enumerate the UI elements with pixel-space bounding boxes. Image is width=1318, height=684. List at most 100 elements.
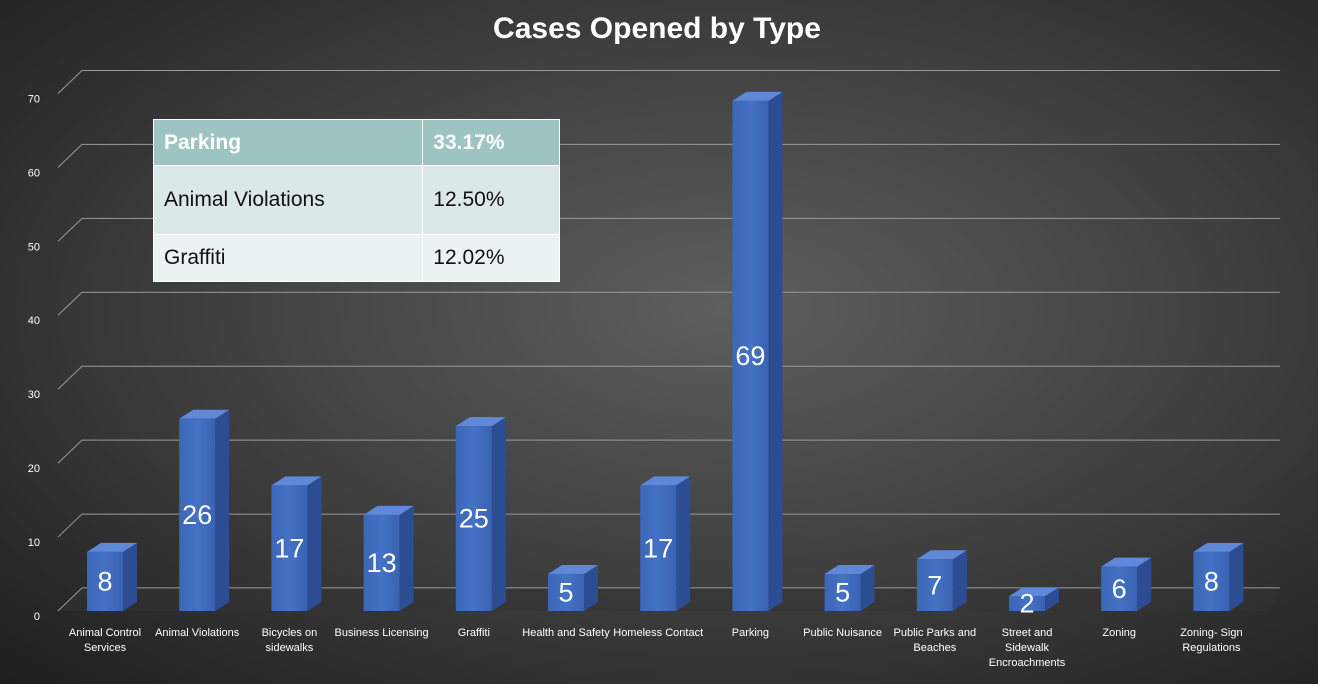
- bar-top: [824, 565, 875, 575]
- data-label: 8: [97, 567, 112, 597]
- bar-side: [676, 476, 691, 611]
- y-tick-label: 10: [28, 537, 40, 549]
- table-cell: Graffiti: [152, 234, 424, 282]
- bar-front: [548, 574, 584, 611]
- x-tick-label: Animal Control Services: [68, 627, 142, 654]
- data-label: 17: [643, 533, 673, 563]
- y-tick-label: 70: [28, 93, 40, 105]
- bar-front: [455, 426, 492, 611]
- bar-front: [732, 100, 769, 612]
- grid-line: [57, 513, 1280, 538]
- x-tick-label: Homeless Contact: [613, 627, 704, 639]
- grid-line: [57, 217, 1280, 242]
- bar-top: [548, 565, 598, 575]
- data-label: 13: [367, 548, 397, 578]
- data-label: 26: [182, 500, 212, 530]
- y-tick-label: 0: [34, 611, 40, 623]
- data-label: 5: [835, 578, 850, 608]
- bar-side: [860, 565, 875, 611]
- bar-side: [768, 91, 783, 611]
- x-tick-label: Bicycles on sidewalks: [261, 627, 318, 654]
- bar-top: [640, 476, 691, 486]
- bar: [179, 409, 230, 611]
- bar: [271, 476, 322, 611]
- bar: [363, 505, 414, 611]
- x-tick-label: Health and Safety: [522, 627, 610, 639]
- y-tick-label: 30: [28, 389, 40, 401]
- bar-front: [363, 514, 400, 611]
- bar-front: [1193, 551, 1230, 611]
- bar-side: [123, 542, 137, 611]
- x-tick-label: Zoning- Sign Regulations: [1180, 627, 1243, 654]
- bar-side: [1137, 557, 1152, 611]
- data-label: 69: [735, 341, 765, 371]
- bar-side: [584, 565, 598, 611]
- bar-top: [363, 505, 414, 515]
- bar-top: [916, 550, 967, 560]
- data-label: 8: [1204, 567, 1219, 597]
- bar-front: [179, 418, 216, 611]
- bar-front: [824, 574, 861, 611]
- bar-front: [916, 559, 953, 611]
- x-tick-label: Public Nuisance: [803, 627, 883, 639]
- table-cell: 12.50%: [422, 165, 560, 235]
- grid-line: [57, 143, 1280, 168]
- chart-title: Cases Opened by Type: [493, 12, 821, 45]
- bar: [87, 542, 137, 611]
- bar: [1009, 587, 1059, 611]
- table-cell: 12.02%: [422, 234, 560, 282]
- data-label: 17: [274, 533, 304, 563]
- bar: [732, 91, 783, 612]
- bar: [640, 476, 691, 611]
- bar: [916, 550, 967, 611]
- x-tick-label: Parking: [731, 627, 770, 639]
- x-tick-label: Animal Violations: [155, 627, 240, 639]
- bar-side: [1229, 542, 1244, 611]
- bar-side: [1045, 587, 1059, 611]
- bar-front: [1009, 596, 1045, 611]
- grid-line: [57, 291, 1280, 316]
- bar-top: [1101, 557, 1152, 567]
- bar-front: [87, 551, 123, 611]
- data-label: 25: [459, 504, 489, 534]
- grid-line: [57, 70, 1280, 94]
- x-tick-label: Graffiti: [457, 627, 490, 639]
- x-tick-label: Zoning: [1102, 627, 1136, 639]
- bar: [824, 565, 875, 611]
- bar: [1193, 542, 1244, 611]
- bar-top: [1009, 587, 1059, 597]
- bar-side: [491, 417, 506, 611]
- bar-top: [87, 542, 137, 552]
- grid-line: [57, 439, 1280, 464]
- bar-front: [1101, 566, 1138, 611]
- bar-side: [307, 476, 322, 611]
- bar-front: [640, 485, 677, 611]
- table-cell: Parking: [152, 119, 424, 166]
- y-tick-label: 20: [28, 463, 40, 475]
- bar: [548, 565, 598, 611]
- bar-top: [1193, 542, 1244, 552]
- bar-side: [399, 505, 414, 611]
- y-tick-label: 60: [28, 167, 40, 179]
- bar: [455, 417, 506, 611]
- bar-top: [455, 417, 506, 427]
- bar-side: [952, 550, 967, 611]
- bar-top: [732, 91, 783, 101]
- data-label: 5: [558, 578, 573, 608]
- bar-top: [179, 409, 230, 419]
- summary-table: Parking 33.17% Animal Violations 12.50% Gr…: [152, 119, 560, 282]
- data-label: 7: [927, 570, 942, 600]
- table-cell: Animal Violations: [152, 165, 424, 235]
- y-tick-label: 40: [28, 315, 40, 327]
- grid-line: [57, 365, 1280, 390]
- data-label: 2: [1019, 589, 1034, 619]
- bar-front: [271, 485, 308, 611]
- bar-side: [215, 409, 230, 611]
- bar: [1101, 557, 1152, 611]
- data-label: 6: [1112, 574, 1127, 604]
- bar-top: [271, 476, 322, 486]
- x-tick-label: Business Licensing: [334, 627, 429, 639]
- y-tick-label: 50: [28, 241, 40, 253]
